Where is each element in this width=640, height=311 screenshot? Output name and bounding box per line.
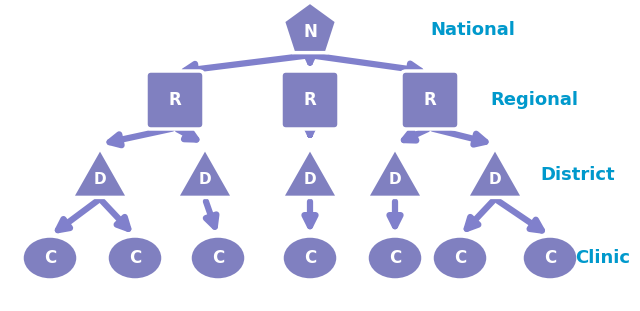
Text: R: R: [424, 91, 436, 109]
FancyBboxPatch shape: [401, 71, 459, 129]
Text: C: C: [454, 249, 466, 267]
Text: N: N: [303, 23, 317, 41]
FancyBboxPatch shape: [146, 71, 204, 129]
Text: C: C: [212, 249, 224, 267]
Text: C: C: [44, 249, 56, 267]
Ellipse shape: [522, 236, 578, 280]
Ellipse shape: [107, 236, 163, 280]
Ellipse shape: [432, 236, 488, 280]
Text: D: D: [304, 172, 316, 187]
Text: C: C: [304, 249, 316, 267]
Text: R: R: [303, 91, 316, 109]
Ellipse shape: [282, 236, 338, 280]
Text: C: C: [129, 249, 141, 267]
FancyBboxPatch shape: [281, 71, 339, 129]
Polygon shape: [72, 148, 128, 197]
Text: C: C: [389, 249, 401, 267]
Text: Regional: Regional: [490, 91, 578, 109]
Text: R: R: [168, 91, 181, 109]
Polygon shape: [282, 148, 338, 197]
Polygon shape: [284, 2, 337, 53]
Text: Clinic: Clinic: [575, 249, 630, 267]
Text: D: D: [198, 172, 211, 187]
Polygon shape: [367, 148, 423, 197]
Ellipse shape: [190, 236, 246, 280]
Text: D: D: [489, 172, 501, 187]
Polygon shape: [467, 148, 523, 197]
Text: D: D: [93, 172, 106, 187]
Text: District: District: [540, 166, 614, 184]
Text: D: D: [388, 172, 401, 187]
Ellipse shape: [22, 236, 78, 280]
Text: C: C: [544, 249, 556, 267]
Ellipse shape: [367, 236, 423, 280]
Polygon shape: [177, 148, 233, 197]
Text: National: National: [430, 21, 515, 39]
